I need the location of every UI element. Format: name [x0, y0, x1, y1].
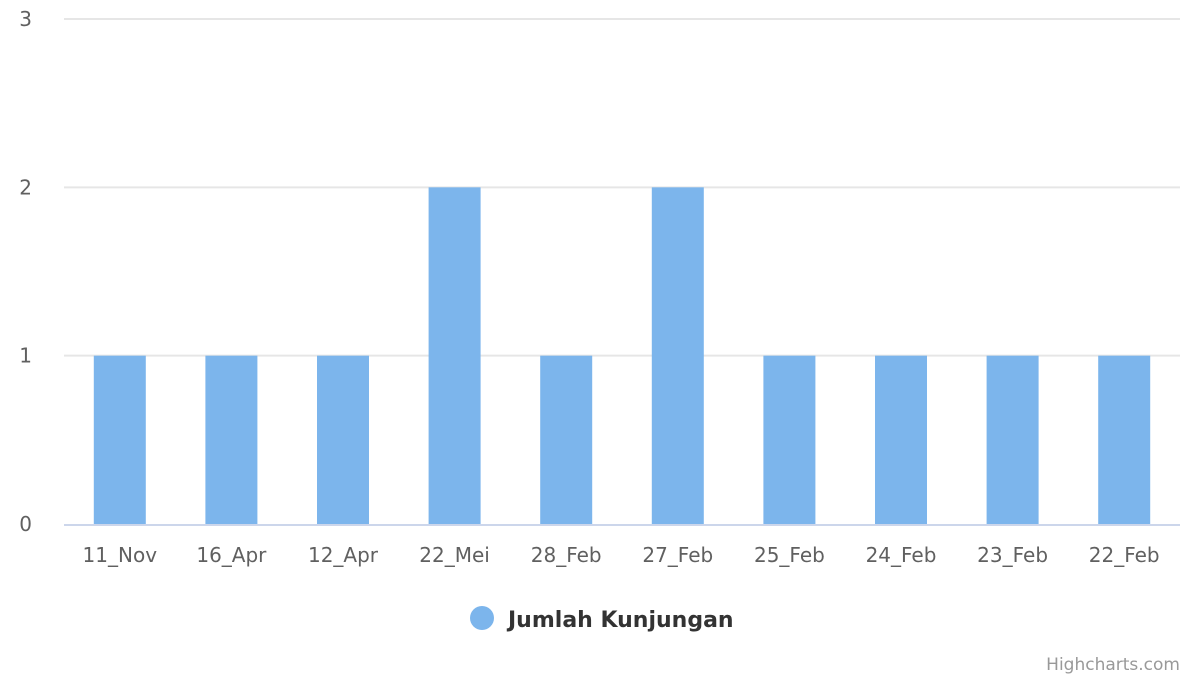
y-tick-label: 0 — [19, 512, 32, 536]
x-tick-label: 27_Feb — [642, 543, 713, 567]
legend[interactable]: Jumlah Kunjungan — [470, 606, 734, 633]
legend-label[interactable]: Jumlah Kunjungan — [506, 608, 734, 633]
x-axis-ticks: 11_Nov 16_Apr 12_Apr 22_Mei 28_Feb 27_Feb 25_F… — [83, 543, 1160, 567]
x-tick-label: 23_Feb — [977, 543, 1048, 567]
bar[interactable] — [93, 355, 146, 524]
bar[interactable] — [428, 187, 481, 525]
bar[interactable] — [875, 355, 927, 524]
y-axis-ticks: 0 1 2 3 — [19, 7, 32, 536]
bar[interactable] — [651, 187, 704, 525]
bar[interactable] — [540, 355, 593, 524]
x-tick-label: 11_Nov — [83, 543, 158, 567]
credits-link[interactable]: Highcharts.com — [1046, 655, 1180, 675]
bar[interactable] — [986, 355, 1039, 524]
x-tick-label: 28_Feb — [531, 543, 602, 567]
bar[interactable] — [1098, 355, 1151, 524]
legend-symbol[interactable] — [470, 606, 494, 630]
x-tick-label: 24_Feb — [866, 543, 937, 567]
x-tick-label: 22_Feb — [1089, 543, 1160, 567]
bar[interactable] — [317, 355, 369, 524]
x-tick-label: 22_Mei — [419, 543, 490, 567]
y-tick-label: 3 — [19, 7, 32, 31]
bar[interactable] — [205, 355, 258, 524]
bars — [93, 187, 1151, 525]
y-tick-label: 2 — [19, 175, 32, 199]
y-tick-label: 1 — [19, 344, 32, 368]
grid-lines — [64, 18, 1180, 357]
x-tick-label: 25_Feb — [754, 543, 825, 567]
bar[interactable] — [763, 355, 816, 524]
x-tick-label: 12_Apr — [308, 543, 379, 567]
x-tick-label: 16_Apr — [196, 543, 267, 567]
